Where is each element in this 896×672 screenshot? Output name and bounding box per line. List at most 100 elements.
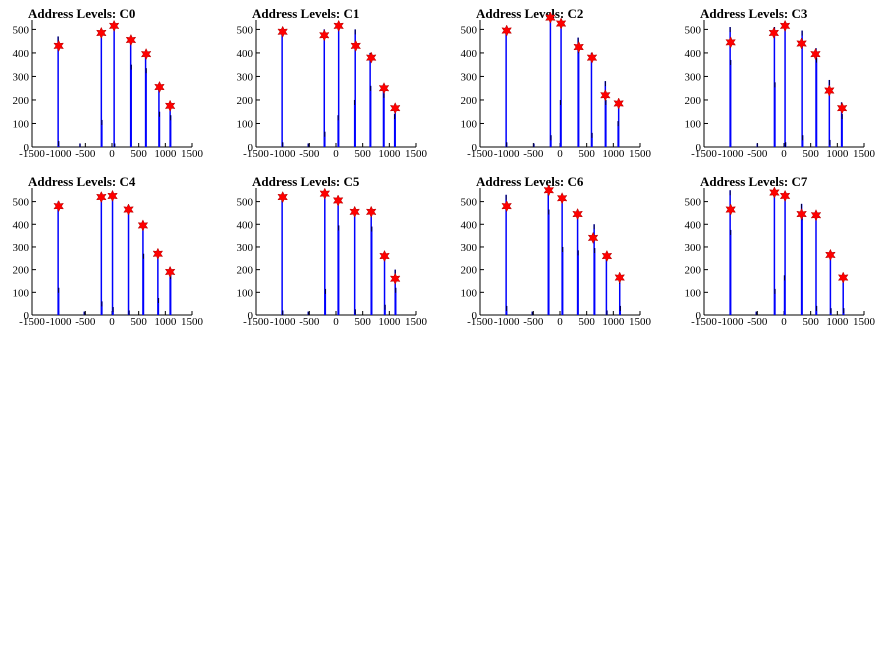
panel-c4: Address Levels: C4 0 100 200 300 400 500 -1500… (0, 168, 224, 336)
histogram-bar (369, 85, 372, 147)
histogram-plot: 0 100 200 300 400 500 -1500 -1000 -500 0 500 1000 15… (685, 19, 876, 160)
y-tick-label: 200 (461, 265, 478, 277)
y-tick-label: 100 (461, 287, 478, 299)
peak-marker (277, 25, 288, 38)
histogram-bar (281, 197, 283, 315)
histogram-bar (169, 115, 172, 147)
histogram-bar (157, 297, 160, 315)
figure-grid: Address Levels: C0 0 100 200 300 400 500 -1500… (0, 0, 876, 336)
x-tick-label: 1000 (602, 316, 625, 328)
histogram-bar (337, 225, 340, 315)
histogram-bar (801, 30, 803, 147)
peak-marker (796, 207, 807, 221)
x-tick-label: -1000 (46, 316, 72, 328)
histogram-bar (100, 194, 103, 315)
x-tick-label: -1500 (243, 148, 269, 160)
histogram-bar (324, 131, 326, 147)
y-tick-label: 400 (13, 219, 30, 231)
histogram-bar (354, 29, 356, 147)
histogram-plot: 0 100 200 300 400 500 -1500 -1000 -500 0 500 1000 15… (685, 186, 876, 328)
x-tick-label: -1000 (46, 148, 72, 160)
y-tick-label: 100 (13, 118, 30, 130)
y-tick-label: 200 (13, 265, 30, 277)
panel-title: Address Levels: C5 (252, 174, 360, 189)
histogram-bar (729, 59, 732, 148)
x-tick-label: 1500 (629, 316, 652, 328)
histogram-bar (384, 304, 386, 315)
histogram-bar (618, 278, 621, 315)
histogram-bar (774, 288, 776, 315)
histogram-bar (560, 21, 562, 147)
panel-c0: Address Levels: C0 0 100 200 300 400 500 -1500… (0, 0, 224, 168)
histogram-bar (353, 210, 356, 315)
peak-marker (725, 36, 736, 49)
histogram-bar (324, 191, 326, 315)
y-tick-label: 0 (24, 310, 30, 322)
x-tick-label: 1000 (154, 148, 177, 160)
x-tick-label: -1500 (243, 316, 269, 328)
histogram-bar (829, 254, 832, 315)
x-tick-label: -1500 (19, 148, 45, 160)
peak-marker (768, 26, 780, 39)
histogram-bar (593, 248, 596, 315)
x-tick-label: 500 (802, 316, 819, 328)
x-tick-label: 500 (130, 316, 147, 328)
histogram-bar (157, 250, 159, 315)
x-tick-label: -500 (75, 148, 96, 160)
histogram-plot: 0 100 200 300 400 500 -1500 -1000 -500 0 500 1000 15… (13, 19, 204, 160)
histogram-plot: 0 100 200 300 400 500 -1500 -1000 -500 0 500 1000 15… (13, 188, 204, 328)
x-tick-label: -1500 (467, 148, 493, 160)
peak-marker (164, 99, 176, 112)
x-tick-label: -500 (523, 316, 544, 328)
histogram-plot: 0 100 200 300 400 500 -1500 -1000 -500 0 500 1000 15… (237, 187, 428, 328)
histogram-plot: 0 100 200 300 400 500 -1500 -1000 -500 0 500 1000 15… (461, 11, 652, 160)
histogram-bar (784, 193, 786, 315)
peak-marker (573, 40, 584, 54)
panel-c1: Address Levels: C1 0 100 200 300 400 500 -1500… (224, 0, 448, 168)
histogram-bar (729, 229, 732, 315)
histogram-bar (590, 52, 593, 147)
y-tick-label: 300 (237, 242, 254, 254)
y-tick-label: 0 (472, 310, 478, 322)
peak-marker (586, 51, 598, 64)
histogram-bar (353, 99, 356, 147)
histogram-bar (505, 194, 507, 315)
y-tick-label: 400 (237, 48, 254, 60)
peak-marker (572, 207, 583, 221)
y-tick-label: 400 (237, 219, 254, 231)
panel-title: Address Levels: C0 (28, 6, 136, 21)
x-tick-label: 0 (109, 316, 115, 328)
peak-marker (332, 194, 344, 207)
histogram-plot: 0 100 200 300 400 500 -1500 -1000 -500 0 500 1000 15… (461, 184, 652, 328)
peak-marker (164, 265, 176, 279)
histogram-bar (142, 253, 145, 315)
peak-marker (123, 203, 134, 216)
x-tick-label: -1000 (718, 148, 744, 160)
panel-title: Address Levels: C2 (476, 6, 584, 21)
histogram-bar (828, 79, 831, 147)
peak-marker (555, 17, 567, 30)
peak-marker (379, 249, 390, 263)
y-tick-label: 0 (696, 310, 702, 322)
histogram-bar (548, 209, 550, 315)
x-tick-label: 1500 (181, 148, 204, 160)
peak-marker (501, 199, 512, 213)
peak-marker (725, 203, 736, 216)
histogram-bar (383, 92, 385, 147)
x-tick-label: -1000 (494, 148, 520, 160)
y-tick-label: 300 (13, 242, 30, 254)
y-tick-label: 0 (248, 310, 254, 322)
y-tick-label: 500 (237, 24, 254, 36)
histogram-bar (57, 36, 59, 147)
peak-marker (769, 186, 780, 199)
x-tick-label: -1500 (467, 316, 493, 328)
y-tick-label: 400 (461, 48, 478, 60)
histogram-bar (617, 121, 619, 147)
histogram-bar (505, 27, 507, 147)
peak-marker (318, 29, 330, 42)
x-tick-label: -500 (523, 148, 544, 160)
peak-marker (810, 209, 822, 222)
peak-marker (378, 82, 390, 95)
peak-marker (543, 184, 555, 197)
peak-marker (365, 51, 377, 64)
